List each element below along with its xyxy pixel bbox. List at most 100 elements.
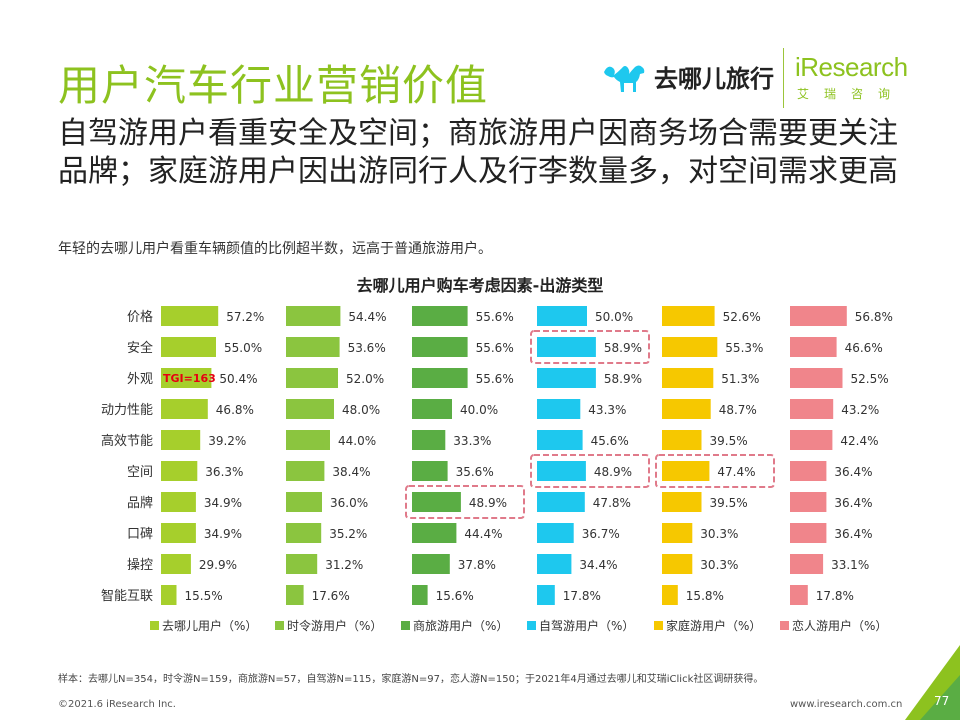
value-label: 15.5%	[185, 589, 223, 603]
bar	[662, 399, 711, 419]
bar	[662, 492, 702, 512]
bar	[412, 399, 452, 419]
legend-label: 自驾游用户（%）	[539, 618, 634, 633]
legend-swatch	[654, 621, 663, 630]
bar	[286, 461, 325, 481]
chart-title: 去哪儿用户购车考虑因素-出游类型	[356, 276, 604, 295]
bar	[412, 337, 468, 357]
bar	[412, 368, 468, 388]
bar	[161, 337, 216, 357]
bar	[790, 430, 833, 450]
bar	[537, 368, 596, 388]
page-number: 77	[934, 694, 950, 708]
category-label: 空间	[127, 465, 153, 480]
camel-icon	[604, 65, 645, 92]
value-label: 39.5%	[710, 434, 748, 448]
value-label: 51.3%	[721, 372, 759, 386]
tgi-annotation: TGI=163	[163, 372, 216, 385]
category-label: 口碑	[127, 526, 153, 542]
value-label: 36.4%	[834, 527, 872, 541]
bar	[286, 430, 330, 450]
bar	[662, 554, 693, 574]
legend-label: 家庭游用户（%）	[666, 618, 761, 633]
value-label: 34.9%	[204, 527, 242, 541]
bar	[537, 337, 596, 357]
value-label: 54.4%	[348, 310, 386, 324]
value-label: 31.2%	[325, 558, 363, 572]
value-label: 50.4%	[219, 372, 257, 386]
bar	[412, 585, 428, 605]
category-label: 高效节能	[101, 433, 153, 449]
value-label: 36.7%	[582, 527, 620, 541]
value-label: 43.2%	[841, 403, 879, 417]
bar	[161, 368, 212, 388]
value-label: 42.4%	[840, 434, 878, 448]
bar	[662, 337, 718, 357]
value-label: 58.9%	[604, 372, 642, 386]
value-label: 47.4%	[717, 465, 755, 479]
value-label: 34.4%	[579, 558, 617, 572]
highlight-box	[530, 330, 650, 364]
value-label: 55.0%	[224, 341, 262, 355]
bar	[412, 492, 461, 512]
bar	[286, 399, 334, 419]
value-label: 45.6%	[591, 434, 629, 448]
bar	[790, 399, 834, 419]
category-label: 价格	[127, 309, 153, 325]
value-label: 17.6%	[312, 589, 350, 603]
qunar-logo: 去哪儿旅行	[602, 58, 774, 94]
value-label: 38.4%	[332, 465, 370, 479]
page-title: 用户汽车行业营销价值	[58, 61, 489, 110]
value-label: 35.6%	[456, 465, 494, 479]
bar	[537, 492, 585, 512]
value-label: 17.8%	[563, 589, 601, 603]
value-label: 17.8%	[816, 589, 854, 603]
category-label: 外观	[127, 372, 153, 387]
value-label: 43.3%	[588, 403, 626, 417]
value-label: 35.2%	[329, 527, 367, 541]
bar	[412, 306, 468, 326]
value-label: 55.6%	[476, 372, 514, 386]
highlight-box	[530, 454, 650, 488]
value-label: 53.6%	[348, 341, 386, 355]
highlight-box	[655, 454, 775, 488]
bar	[412, 461, 448, 481]
footnote: 样本：去哪儿N=354，时令游N=159，商旅游N=57，自驾游N=115，家庭…	[58, 674, 764, 685]
value-label: 36.0%	[330, 496, 368, 510]
value-label: 48.0%	[342, 403, 380, 417]
headline: 自驾游用户看重安全及空间；商旅游用户因商务场合需要更关注品牌；家庭游用户因出游同…	[58, 116, 898, 189]
value-label: 48.9%	[594, 465, 632, 479]
bar	[286, 368, 338, 388]
bar	[662, 430, 702, 450]
bar	[790, 492, 827, 512]
bar	[790, 306, 847, 326]
bar	[537, 554, 572, 574]
value-label: 34.9%	[204, 496, 242, 510]
website-url: www.iresearch.com.cn	[790, 699, 903, 710]
category-label: 操控	[127, 557, 153, 573]
value-label: 50.0%	[595, 310, 633, 324]
bar	[790, 368, 843, 388]
bar	[286, 337, 340, 357]
value-label: 33.1%	[831, 558, 869, 572]
legend-swatch	[401, 621, 410, 630]
bar	[537, 430, 583, 450]
bar	[662, 585, 678, 605]
subtitle: 年轻的去哪儿用户看重车辆颜值的比例超半数，远高于普通旅游用户。	[58, 241, 492, 257]
bar	[286, 492, 322, 512]
value-label: 36.3%	[205, 465, 243, 479]
highlight-box	[405, 485, 525, 519]
qunar-logo-text: 去哪儿旅行	[654, 64, 774, 93]
iresearch-logo-text: iResearch	[795, 52, 908, 82]
bar	[790, 554, 824, 574]
value-label: 40.0%	[460, 403, 498, 417]
value-label: 52.6%	[723, 310, 761, 324]
legend-swatch	[527, 621, 536, 630]
value-label: 48.9%	[469, 496, 507, 510]
bar	[790, 461, 827, 481]
legend-swatch	[275, 621, 284, 630]
legend-swatch	[780, 621, 789, 630]
legend-swatch	[150, 621, 159, 630]
bar	[161, 399, 208, 419]
category-label: 品牌	[127, 495, 153, 511]
